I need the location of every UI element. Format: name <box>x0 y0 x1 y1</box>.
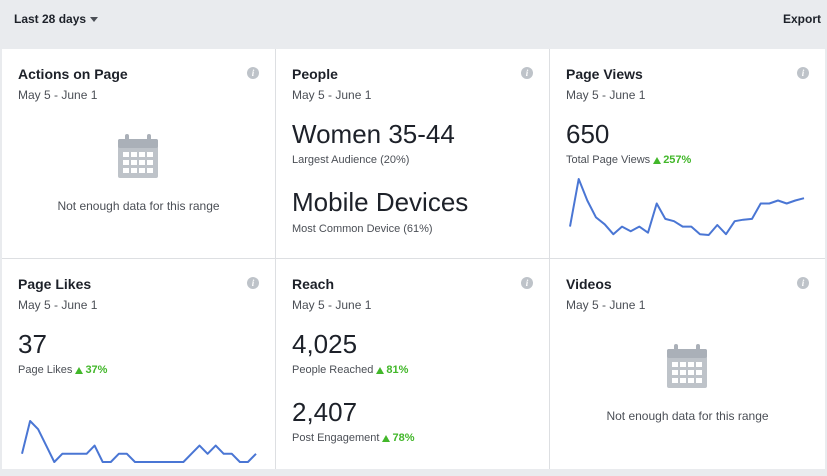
trend-indicator: 81% <box>376 364 408 376</box>
card-title[interactable]: Page Likes <box>18 276 92 292</box>
card-title[interactable]: People <box>292 66 338 82</box>
info-icon[interactable]: i <box>797 67 809 79</box>
post-engagement-value: 2,407 <box>292 397 358 427</box>
date-range-dropdown[interactable]: Last 28 days <box>14 12 99 26</box>
card-date: May 5 - June 1 <box>18 88 98 102</box>
page-likes-sparkline <box>21 420 257 463</box>
export-button[interactable]: Export <box>782 12 821 26</box>
card-title[interactable]: Videos <box>566 276 612 292</box>
card-date: May 5 - June 1 <box>566 298 646 312</box>
people-reached-label: People Reached <box>292 364 374 376</box>
card-title[interactable]: Reach <box>292 276 335 292</box>
caret-down-icon <box>90 17 99 22</box>
card-title[interactable]: Page Views <box>566 66 643 82</box>
common-device-label: Most Common Device (61%) <box>292 223 433 235</box>
info-icon[interactable]: i <box>797 277 809 289</box>
trend-value: 257% <box>663 154 692 166</box>
info-icon[interactable]: i <box>247 277 259 289</box>
page-likes-label: Page Likes <box>18 364 73 376</box>
empty-state-text: Not enough data for this range <box>57 199 220 213</box>
trend-value: 78% <box>392 432 415 444</box>
people-reached-label-row: People Reached 81% <box>292 364 408 376</box>
page-views-card: Page Views May 5 - June 1 i 650 Total Pa… <box>550 49 825 258</box>
trend-up-icon <box>653 156 662 164</box>
calendar-icon <box>118 134 158 178</box>
post-engagement-label-row: Post Engagement 78% <box>292 432 414 444</box>
page-views-label: Total Page Views <box>566 154 651 166</box>
reach-card: Reach May 5 - June 1 i 4,025 People Reac… <box>276 259 549 469</box>
trend-indicator: 78% <box>382 432 414 444</box>
trend-indicator: 37% <box>75 364 107 376</box>
trend-up-icon <box>382 434 391 442</box>
page-likes-value: 37 <box>18 329 47 359</box>
trend-value: 37% <box>85 364 108 376</box>
trend-up-icon <box>75 366 84 374</box>
post-engagement-label: Post Engagement <box>292 432 380 444</box>
insights-header: Last 28 days Export <box>0 0 827 40</box>
insights-grid: Actions on Page May 5 - June 1 i Not eno… <box>2 49 825 469</box>
common-device-value: Mobile Devices <box>292 187 469 217</box>
people-reached-value: 4,025 <box>292 329 358 359</box>
page-views-sparkline <box>569 178 805 236</box>
info-icon[interactable]: i <box>247 67 259 79</box>
card-date: May 5 - June 1 <box>18 298 98 312</box>
sparkline-series <box>569 178 805 236</box>
info-icon[interactable]: i <box>521 67 533 79</box>
actions-on-page-card: Actions on Page May 5 - June 1 i Not eno… <box>2 49 275 258</box>
people-card: People May 5 - June 1 i Women 35-44 Larg… <box>276 49 549 258</box>
card-title[interactable]: Actions on Page <box>18 66 128 82</box>
info-icon[interactable]: i <box>521 277 533 289</box>
calendar-icon <box>667 344 707 388</box>
trend-indicator: 257% <box>653 154 691 166</box>
card-date: May 5 - June 1 <box>566 88 646 102</box>
largest-audience-value: Women 35-44 <box>292 119 455 149</box>
videos-card: Videos May 5 - June 1 i Not enough data … <box>550 259 825 469</box>
page-views-label-row: Total Page Views 257% <box>566 154 691 166</box>
trend-up-icon <box>376 366 385 374</box>
page-views-value: 650 <box>566 119 610 149</box>
sparkline-series <box>21 420 257 463</box>
largest-audience-label: Largest Audience (20%) <box>292 154 410 166</box>
page-likes-label-row: Page Likes 37% <box>18 364 107 376</box>
trend-value: 81% <box>386 364 409 376</box>
card-date: May 5 - June 1 <box>292 298 372 312</box>
page-likes-card: Page Likes May 5 - June 1 i 37 Page Like… <box>2 259 275 469</box>
empty-state-text: Not enough data for this range <box>606 409 769 423</box>
date-range-label: Last 28 days <box>14 12 87 26</box>
card-date: May 5 - June 1 <box>292 88 372 102</box>
